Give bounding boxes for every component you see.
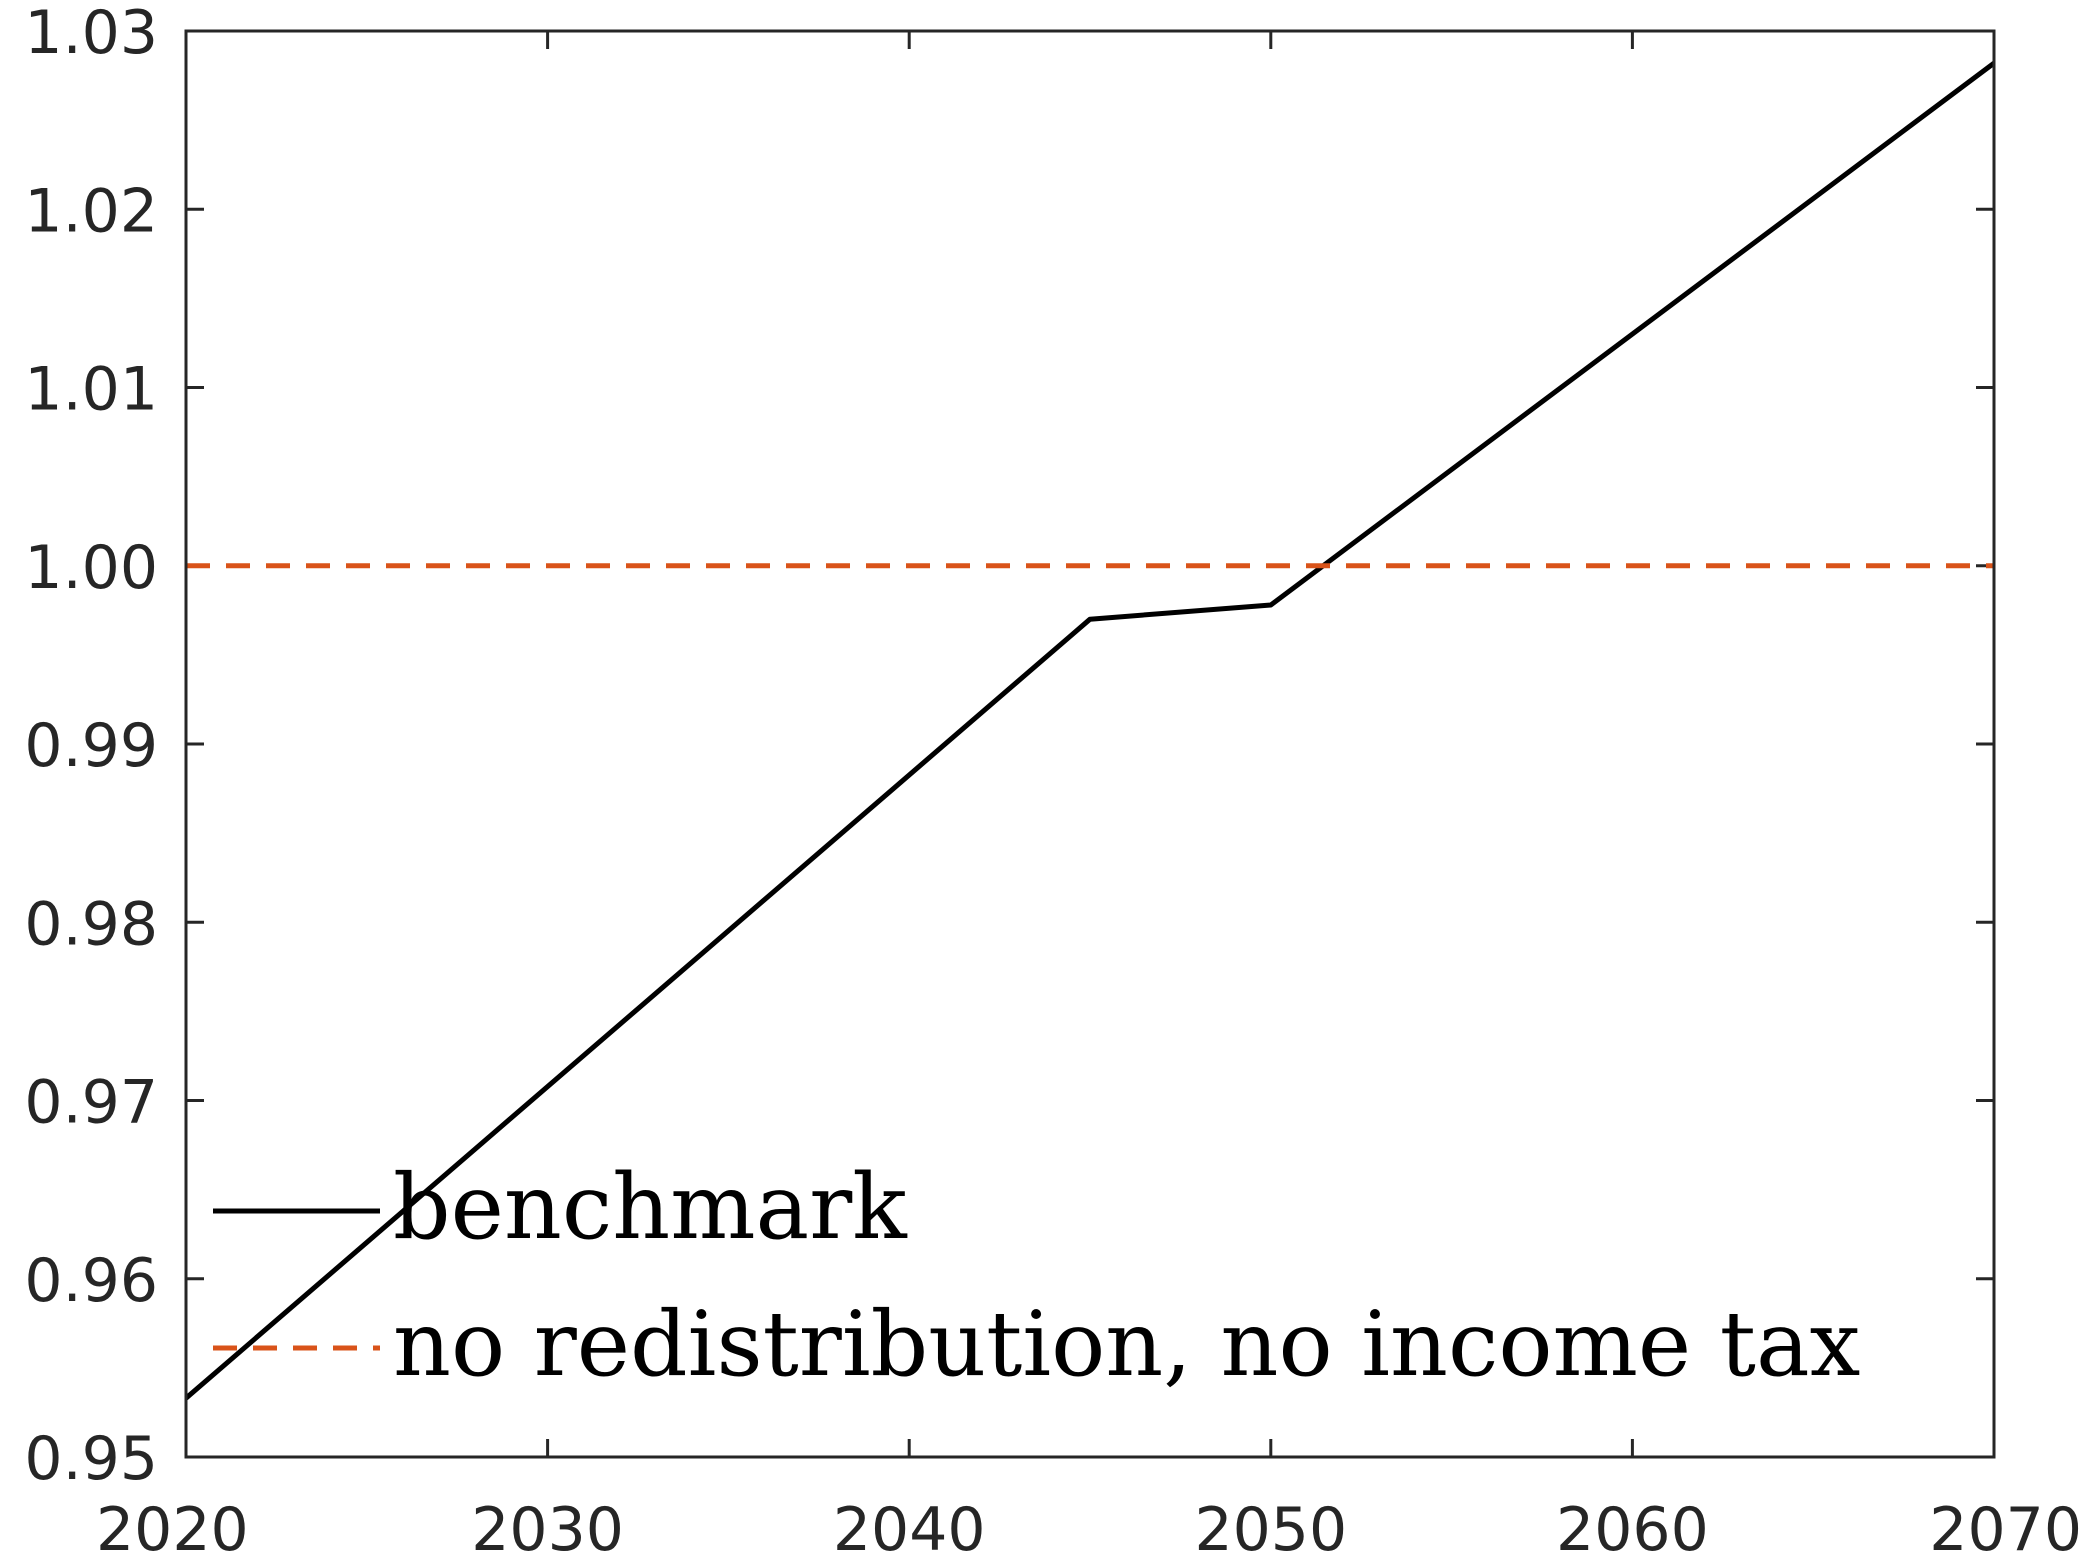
y-tick-label: 1.02	[24, 176, 158, 246]
series-line-benchmark	[184, 61, 1996, 1401]
y-tick-label: 0.99	[24, 711, 158, 781]
y-tick-labels: 0.95 0.96 0.97 0.98 0.99 1.00 1.01 1.02 1.03	[24, 0, 158, 1494]
y-tick-label: 1.03	[24, 0, 158, 68]
y-tick-label: 0.95	[24, 1424, 158, 1494]
legend-label-no-redistribution: no redistribution, no income tax	[393, 1292, 1860, 1397]
plot-frame	[184, 29, 1996, 1459]
y-tick-label: 1.01	[24, 355, 158, 425]
x-tick-label: 2030	[471, 1495, 624, 1554]
y-tick-label: 0.98	[24, 889, 158, 959]
x-tick-label: 2040	[833, 1495, 986, 1554]
x-tick-label: 2070	[1929, 1495, 2082, 1554]
y-tick-label: 0.97	[24, 1068, 158, 1138]
x-tick-label: 2020	[96, 1495, 249, 1554]
y-tick-label: 0.96	[24, 1246, 158, 1316]
plot-area	[186, 31, 1994, 1457]
y-tick-label: 1.00	[24, 533, 158, 603]
series-layer	[184, 61, 1996, 1401]
legend: benchmark no redistribution, no income t…	[213, 1155, 1860, 1397]
x-tick-label: 2050	[1194, 1495, 1347, 1554]
x-tick-label: 2060	[1556, 1495, 1709, 1554]
x-tick-labels: 2020 2030 2040 2050 2060 2070	[96, 1495, 2082, 1554]
legend-label-benchmark: benchmark	[393, 1155, 908, 1260]
